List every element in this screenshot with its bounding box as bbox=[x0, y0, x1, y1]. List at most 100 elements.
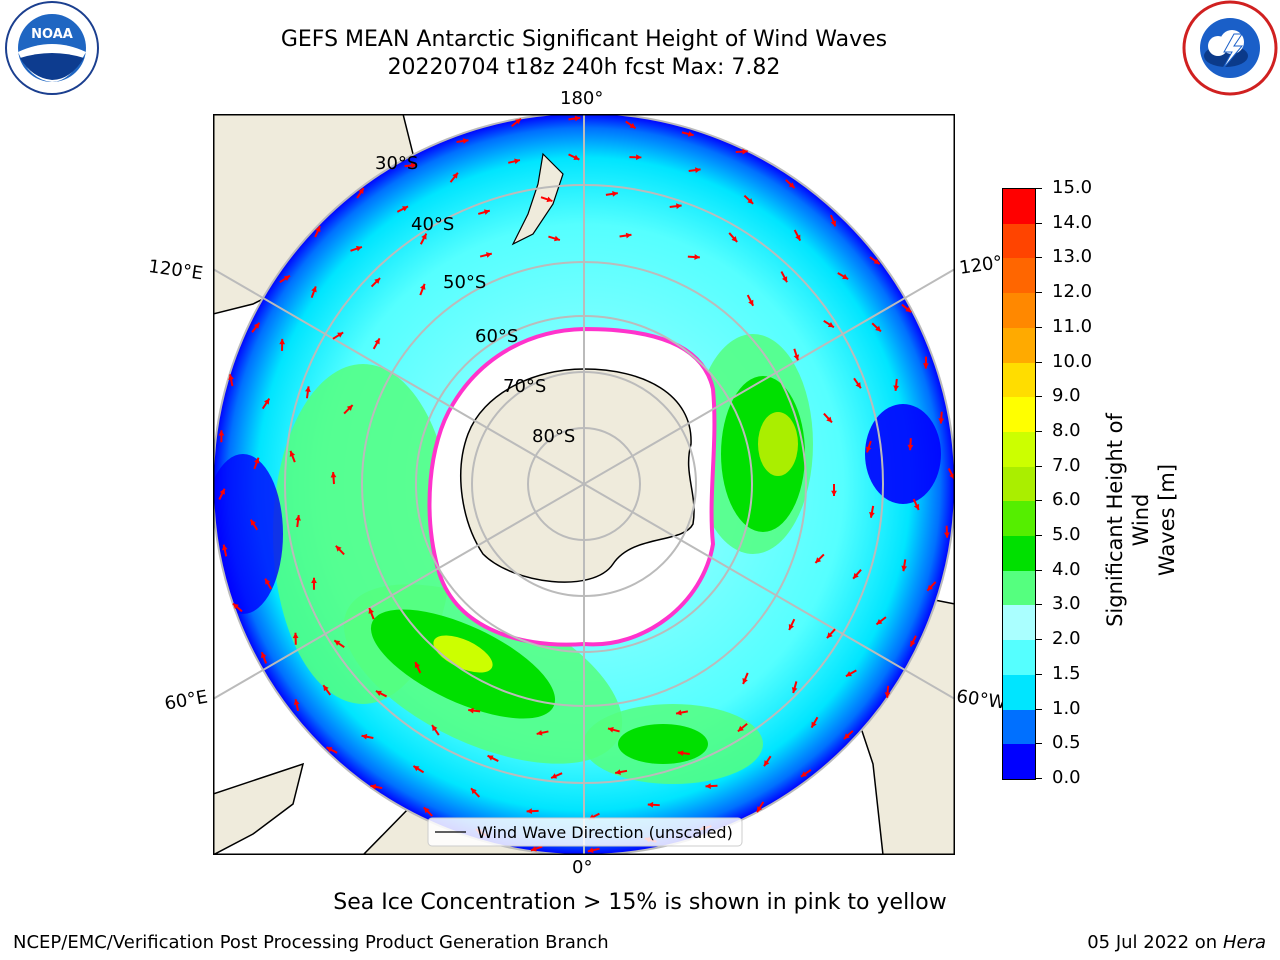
wind-arrow-head bbox=[676, 203, 682, 209]
wind-arrow-head bbox=[938, 418, 945, 424]
wind-arrow-head bbox=[536, 730, 543, 736]
wind-arrow-head bbox=[705, 783, 711, 790]
legend-label: Wind Wave Direction (unscaled) bbox=[477, 823, 733, 842]
colorbar-segment bbox=[1003, 535, 1035, 571]
wind-arrow-head bbox=[289, 450, 296, 457]
low-wave-patch-east bbox=[865, 404, 941, 504]
wind-arrow-head bbox=[305, 386, 311, 393]
wind-arrow-head bbox=[468, 707, 474, 714]
wind-arrow-head bbox=[607, 726, 614, 733]
colorbar-segment bbox=[1003, 292, 1035, 328]
colorbar-tick-label: 7.0 bbox=[1052, 454, 1081, 476]
wind-arrow-head bbox=[875, 325, 881, 332]
colorbar-tick-label: 1.0 bbox=[1052, 697, 1081, 719]
wind-arrow-head bbox=[279, 338, 286, 345]
wind-arrow-head bbox=[423, 807, 430, 814]
graticule bbox=[213, 114, 955, 855]
wind-arrow-head bbox=[355, 245, 362, 252]
colorbar-tick-mark bbox=[1036, 708, 1042, 710]
wind-arrow-head bbox=[647, 801, 654, 808]
colorbar-segment bbox=[1003, 466, 1035, 502]
wind-arrow-head bbox=[487, 755, 494, 761]
colorbar-tick-mark bbox=[1036, 535, 1042, 537]
wind-arrow-head bbox=[370, 783, 377, 790]
wind-arrow-head bbox=[358, 188, 364, 195]
colorbar-tick-label: 2.0 bbox=[1052, 628, 1081, 650]
wind-arrow-head bbox=[676, 709, 682, 716]
lon-label-120e: 120°E bbox=[147, 256, 205, 285]
lat-label-30s: 30°S bbox=[375, 153, 418, 174]
credit-text: NCEP/EMC/Verification Post Processing Pr… bbox=[13, 932, 609, 953]
wind-arrow-head bbox=[910, 640, 916, 647]
wind-arrow-head bbox=[826, 416, 832, 423]
wind-arrow-head bbox=[264, 398, 270, 405]
wind-arrow-head bbox=[413, 766, 420, 772]
wind-arrow-head bbox=[375, 690, 382, 696]
colorbar-segment bbox=[1003, 188, 1035, 224]
wind-arrow-head bbox=[292, 632, 299, 639]
wind-arrow-head bbox=[865, 446, 872, 453]
colorbar-tick-label: 3.0 bbox=[1052, 593, 1081, 615]
wind-arrow-head bbox=[554, 235, 560, 242]
wind-arrow-head bbox=[574, 115, 581, 122]
colorbar-segment bbox=[1003, 327, 1035, 363]
wind-arrow-head bbox=[907, 444, 914, 451]
colorbar-tick-label: 15.0 bbox=[1052, 177, 1093, 198]
wind-arrow-head bbox=[742, 148, 748, 155]
wind-arrow-head bbox=[893, 385, 899, 391]
wind-arrow-head bbox=[462, 138, 469, 144]
wind-arrow-head bbox=[843, 733, 850, 739]
colorbar-tick-label: 5.0 bbox=[1052, 524, 1081, 546]
colorbar-tick-label: 0.0 bbox=[1052, 767, 1081, 788]
wind-arrow-head bbox=[452, 172, 458, 179]
wind-arrow-head bbox=[323, 685, 329, 692]
wind-arrow-head bbox=[757, 806, 763, 813]
wind-arrow-head bbox=[795, 234, 801, 241]
colorbar-segment bbox=[1003, 639, 1035, 675]
wind-arrow-head bbox=[250, 519, 256, 526]
wind-arrow-head bbox=[853, 572, 859, 579]
colorbar-segment bbox=[1003, 604, 1035, 641]
wind-arrow-head bbox=[737, 725, 744, 732]
wind-arrow-head bbox=[687, 131, 694, 137]
chart-title: GEFS MEAN Antarctic Significant Height o… bbox=[280, 27, 888, 52]
wind-arrow-head bbox=[876, 618, 883, 625]
wind-arrow-head bbox=[913, 503, 920, 510]
wind-arrow-head bbox=[337, 332, 344, 338]
wind-arrow-head bbox=[625, 232, 632, 239]
wind-arrow-head bbox=[791, 687, 798, 693]
colorbar-tick-label: 0.5 bbox=[1052, 732, 1081, 754]
lon-label-60w: 60°W bbox=[955, 686, 1008, 714]
wind-arrow-head bbox=[346, 405, 353, 411]
wind-arrow-head bbox=[869, 511, 875, 518]
colorbar-tick-mark bbox=[1036, 778, 1042, 779]
colorbar-tick-mark bbox=[1036, 673, 1042, 675]
colorbar-tick-label: 12.0 bbox=[1052, 281, 1093, 303]
wind-arrow-head bbox=[295, 515, 301, 521]
wind-arrow-head bbox=[471, 788, 477, 795]
legend-box bbox=[427, 817, 743, 847]
wind-arrow-head bbox=[260, 652, 267, 659]
wind-arrow-head bbox=[253, 322, 260, 329]
wind-arrow-head bbox=[411, 162, 417, 169]
sea-ice-note: Sea Ice Concentration > 15% is shown in … bbox=[333, 890, 947, 915]
colorbar-label-line1: Significant Height of Wind bbox=[1103, 413, 1153, 627]
wind-arrow-head bbox=[827, 321, 834, 328]
colorbar-tick-label: 1.5 bbox=[1052, 662, 1081, 684]
colorbar-tick-mark bbox=[1036, 604, 1042, 606]
wind-arrow-head bbox=[855, 382, 861, 389]
wind-arrow-head bbox=[764, 760, 770, 767]
chart-subtitle: 20220704 t18z 240h fcst Max: 7.82 bbox=[387, 55, 781, 80]
wind-arrow-head bbox=[315, 226, 321, 233]
wind-arrow-head bbox=[515, 118, 522, 125]
wind-arrow-head bbox=[414, 662, 421, 669]
colorbar-tick-mark bbox=[1036, 396, 1042, 398]
colorbar-tick-label: 9.0 bbox=[1052, 385, 1081, 407]
colorbar-tick-mark bbox=[1036, 292, 1042, 294]
colorbar-tick-mark bbox=[1036, 222, 1042, 224]
wind-arrow-head bbox=[747, 198, 754, 204]
wind-arrow-head bbox=[326, 747, 333, 753]
colorbar-segment bbox=[1003, 743, 1035, 779]
wind-arrow-head bbox=[782, 276, 788, 283]
wind-arrow-head bbox=[526, 808, 532, 815]
